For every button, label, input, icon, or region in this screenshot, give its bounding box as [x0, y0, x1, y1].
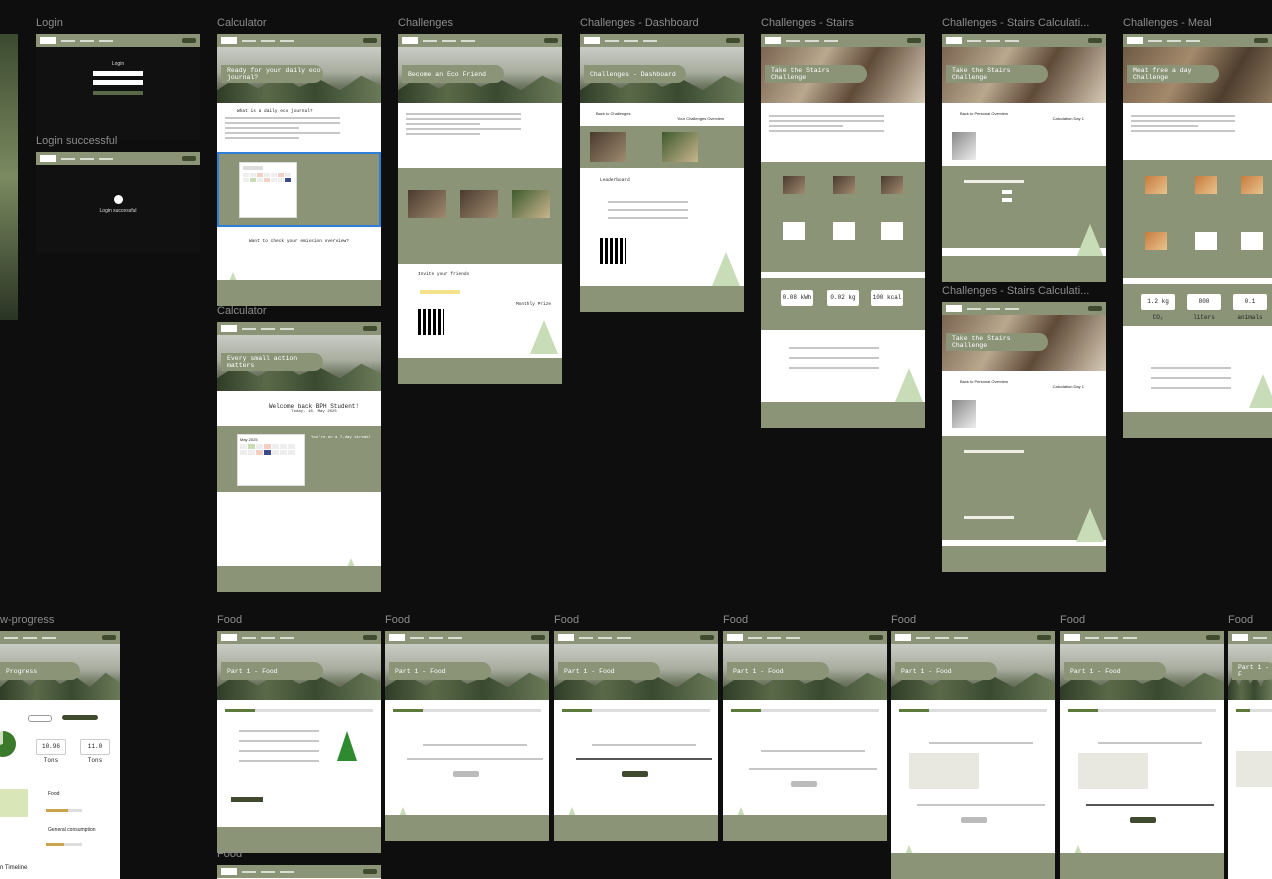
- stat-meal-co2: 1.2 kg CO₂: [1141, 294, 1175, 321]
- login-success-message: Login successful: [99, 208, 137, 214]
- frame-label-login: Login: [36, 17, 63, 29]
- check-icon: [113, 195, 123, 204]
- back-to-challenges-link[interactable]: Back to Challenges: [596, 111, 631, 116]
- invite-heading: Invite your friends: [418, 272, 470, 277]
- prize-heading: Monthly Prize: [516, 302, 552, 307]
- frame-label-food-5: Food: [891, 614, 917, 626]
- frame-label-food-2: Food: [385, 614, 411, 626]
- frame-label-in-progress: w-progress: [0, 614, 55, 626]
- calculator-2-hero-title: Every small action matters: [221, 353, 323, 371]
- back-to-overview-link-2[interactable]: Back to Personal Overview: [960, 379, 1009, 384]
- frame-food-5[interactable]: Part 1 - Food: [891, 631, 1055, 879]
- food-1-hero: Part 1 - Food: [221, 662, 323, 680]
- frame-challenges[interactable]: Become an Eco Friend Invite your friends…: [398, 34, 562, 384]
- calculator-1-hero-title: Ready for your daily eco journal?: [221, 65, 323, 83]
- stat-co2: 0.02 kg: [827, 290, 859, 306]
- progress-cat-food: Food: [48, 791, 60, 797]
- challenges-hero-title: Become an Eco Friend: [402, 65, 504, 83]
- streak-text: You're on a 7-day streak!: [311, 436, 372, 440]
- frame-label-food-1: Food: [217, 614, 243, 626]
- food-4-hero: Part 1 - Food: [727, 662, 829, 680]
- frame-food-6[interactable]: Part 1 - Food: [1060, 631, 1224, 879]
- food-7-hero: Part 1 - F: [1232, 662, 1272, 680]
- frame-challenges-meal[interactable]: Meat free a day Challenge 1.2 kg CO₂ 800…: [1123, 34, 1272, 438]
- calc-day-1: Calculation Day 1: [1052, 116, 1084, 121]
- back-to-overview-link-1[interactable]: Back to Personal Overview: [960, 111, 1009, 116]
- progress-stat-1: 10.96 Tons: [36, 739, 66, 764]
- frame-label-stairs: Challenges - Stairs: [761, 17, 854, 29]
- progress-cat-consumption: General consumption: [48, 827, 96, 833]
- stat-meal-water: 800 liters: [1187, 294, 1221, 321]
- calendar-section[interactable]: [217, 152, 381, 227]
- frame-label-challenges: Challenges: [398, 17, 454, 29]
- calculator-1-heading: What is a daily eco journal?: [237, 109, 313, 114]
- frame-stairs-calc-1[interactable]: Take the Stairs Challenge Back to Person…: [942, 34, 1106, 282]
- stat-meal-animals: 0.1 animals: [1233, 294, 1267, 321]
- frame-label-calculator-2: Calculator: [217, 305, 267, 317]
- stairs-calc-2-hero-title: Take the Stairs Challenge: [946, 333, 1048, 351]
- food-2-hero: Part 1 - Food: [389, 662, 491, 680]
- frame-food-7[interactable]: Part 1 - F: [1228, 631, 1272, 879]
- frame-label-food-3: Food: [554, 614, 580, 626]
- frame-food-1[interactable]: Part 1 - Food: [217, 631, 381, 853]
- frame-food-2[interactable]: Part 1 - Food: [385, 631, 549, 841]
- dashboard-overview-title: Your Challenges Overview: [677, 116, 724, 121]
- frame-label-stairs-calc-1: Challenges - Stairs Calculati...: [942, 17, 1090, 29]
- stairs-hero-title: Take the Stairs Challenge: [765, 65, 867, 83]
- progress-timeline: n Timeline: [0, 865, 28, 871]
- food-6-hero: Part 1 - Food: [1064, 662, 1166, 680]
- frame-in-progress[interactable]: Progress 10.96 Tons 11.0 Tons Food Gener…: [0, 631, 120, 879]
- frame-login-success[interactable]: Login successful: [36, 152, 200, 254]
- frame-calculator-2[interactable]: Every small action matters Welcome back …: [217, 322, 381, 592]
- progress-ring-icon: [0, 731, 16, 757]
- frame-label-food-7: Food: [1228, 614, 1254, 626]
- frame-food-extra[interactable]: [217, 865, 381, 879]
- frame-food-3[interactable]: Part 1 - Food: [554, 631, 718, 841]
- stat-energy: 0.08 kWh: [781, 290, 813, 306]
- qr-code-icon: [418, 309, 444, 335]
- progress-stat-2: 11.0 Tons: [80, 739, 110, 764]
- progress-hero-title: Progress: [0, 662, 80, 680]
- calendar-widget-2[interactable]: May 2025: [237, 434, 305, 486]
- welcome-text: Welcome back BPH Student!: [268, 403, 359, 410]
- frame-challenges-dashboard[interactable]: Challenges - Dashboard Back to Challenge…: [580, 34, 744, 312]
- frame-label-stairs-calc-2: Challenges - Stairs Calculati...: [942, 285, 1090, 297]
- frame-label-login-success: Login successful: [36, 135, 118, 147]
- frame-food-4[interactable]: Part 1 - Food: [723, 631, 887, 841]
- qr-code-icon-2: [600, 238, 626, 264]
- frame-label-dashboard: Challenges - Dashboard: [580, 17, 699, 29]
- date-text: Today, 16. May 2025: [291, 410, 337, 414]
- frame-label-food-extra: Food: [217, 848, 243, 860]
- dashboard-hero-title: Challenges - Dashboard: [584, 65, 686, 83]
- stat-kcal: 100 kcal: [871, 290, 903, 306]
- frame-label-calculator-1: Calculator: [217, 17, 267, 29]
- calendar-widget[interactable]: [239, 162, 297, 218]
- frame-stairs-calc-2[interactable]: Take the Stairs Challenge Back to Person…: [942, 302, 1106, 572]
- frame-label-food-6: Food: [1060, 614, 1086, 626]
- calendar-section-2[interactable]: May 2025 You're on a 7-day streak!: [217, 426, 381, 492]
- login-title: Login: [111, 61, 125, 67]
- frame-login[interactable]: Login: [36, 34, 200, 140]
- meal-hero-title: Meat free a day Challenge: [1127, 65, 1220, 83]
- frame-partial-left[interactable]: [0, 34, 18, 320]
- tree-icon: [337, 731, 357, 761]
- frame-label-meal: Challenges - Meal: [1123, 17, 1212, 29]
- food-3-hero: Part 1 - Food: [558, 662, 660, 680]
- calc-day-2: Calculation Day 1: [1052, 384, 1084, 389]
- frame-challenges-stairs[interactable]: Take the Stairs Challenge 0.08 kWh 0.02 …: [761, 34, 925, 428]
- calculator-1-cta: Want to check your emission overview?: [249, 239, 349, 244]
- food-5-hero: Part 1 - Food: [895, 662, 997, 680]
- frame-calculator-1[interactable]: Ready for your daily eco journal? What i…: [217, 34, 381, 306]
- calendar-month: May 2025: [240, 437, 258, 442]
- frame-label-food-4: Food: [723, 614, 749, 626]
- leaderboard-title: Leaderboard: [600, 178, 630, 183]
- stairs-calc-1-hero-title: Take the Stairs Challenge: [946, 65, 1048, 83]
